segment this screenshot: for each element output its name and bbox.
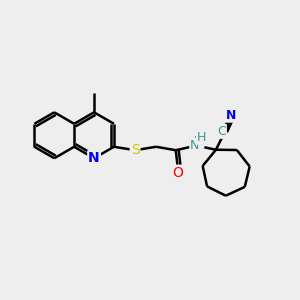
- Text: N: N: [190, 139, 200, 152]
- Text: H: H: [197, 131, 206, 144]
- Text: H: H: [194, 135, 203, 148]
- Text: N: N: [226, 109, 236, 122]
- Text: O: O: [172, 166, 184, 180]
- Text: S: S: [131, 143, 140, 157]
- Text: N: N: [88, 151, 100, 165]
- Text: C: C: [217, 125, 226, 138]
